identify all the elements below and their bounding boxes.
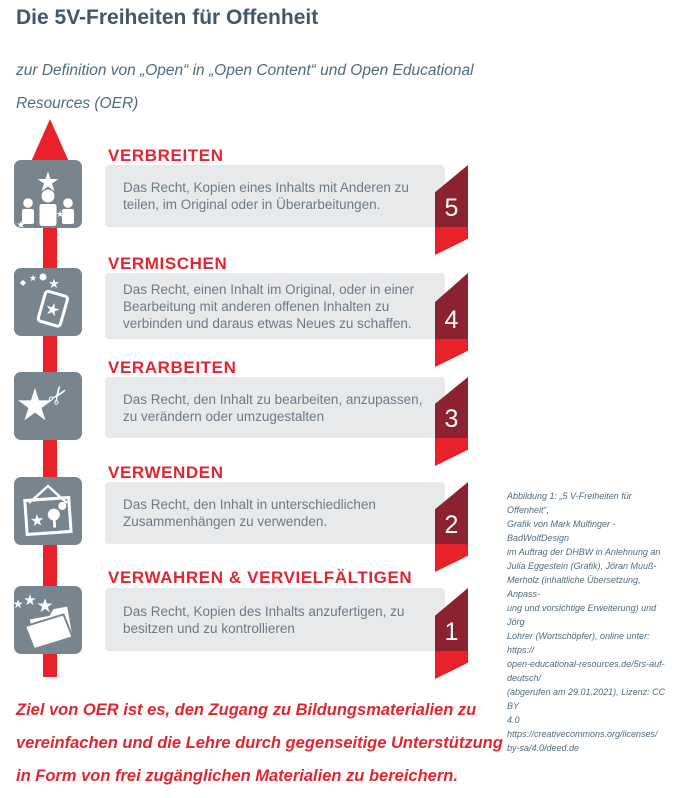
section-textbox: Das Recht, den Inhalt in unterschiedlich… [105, 482, 445, 544]
ribbon-tail [435, 651, 468, 679]
svg-text:★: ★ [29, 274, 37, 284]
section-heading: VERARBEITEN [108, 358, 237, 377]
section-heading: VERWAHREN & VERVIELFÄLTIGEN [108, 568, 413, 587]
ribbon-number: 4 [444, 306, 459, 334]
svg-text:◆: ◆ [20, 278, 27, 287]
svg-text:★: ★ [48, 277, 60, 292]
star-scissors-icon: ★ ✂ [14, 372, 82, 440]
section-text: Das Recht, den Inhalt in unterschiedlich… [123, 497, 376, 529]
page-title: Die 5V-Freiheiten für Offenheit [16, 6, 319, 29]
section-text: Das Recht, einen Inhalt im Original, ode… [123, 281, 415, 331]
svg-text:★: ★ [23, 591, 36, 609]
ribbon-number: 2 [444, 511, 459, 539]
svg-text:★: ★ [56, 210, 64, 220]
picture-frame-icon: ★ [14, 477, 82, 545]
section-verbreiten: ★ ★ ★ VERBREITEN Das Recht, Kopien eines… [0, 146, 673, 286]
section-heading: VERBREITEN [108, 146, 224, 165]
section-verwenden: ★ VERWENDEN Das Recht, den Inhalt in unt… [0, 463, 673, 603]
section-heading: VERWENDEN [108, 463, 224, 482]
section-heading: VERMISCHEN [108, 254, 228, 273]
section-text: Das Recht, Kopien des Inhalts anzufertig… [123, 603, 405, 636]
footer-text: Ziel von OER ist es, den Zugang zu Bildu… [16, 701, 503, 785]
svg-text:★: ★ [29, 510, 45, 530]
ribbon-number: 5 [444, 194, 459, 222]
people-sharing-icon: ★ ★ ★ [14, 160, 82, 231]
ribbon-number: 1 [444, 618, 459, 646]
section-text: Das Recht, Kopien eines Inhalts mit Ande… [123, 180, 409, 212]
remix-document-icon: ★ ◆ ★ ★ [14, 268, 82, 336]
ribbon-tail [435, 438, 468, 466]
ribbon-number: 3 [444, 405, 459, 433]
svg-text:★: ★ [36, 595, 53, 617]
section-textbox: Das Recht, Kopien eines Inhalts mit Ande… [105, 165, 445, 227]
section-textbox: Das Recht, den Inhalt zu bearbeiten, anz… [105, 377, 445, 438]
ribbon-tail [435, 227, 468, 255]
section-verwahren: ★ ★ ★ VERWAHREN & VERVIELFÄLTIGEN Das Re… [0, 568, 673, 708]
svg-text:★: ★ [17, 220, 26, 231]
section-vermischen: ★ ◆ ★ ★ VERMISCHEN Das Recht, einen Inha… [0, 254, 673, 394]
svg-text:★: ★ [42, 298, 62, 321]
section-textbox: Das Recht, einen Inhalt im Original, ode… [105, 273, 445, 339]
figure-caption: Abbildung 1: „5 V-Freiheiten für Offenhe… [507, 491, 666, 753]
section-text: Das Recht, den Inhalt zu bearbeiten, anz… [123, 391, 423, 424]
folder-stars-icon: ★ ★ ★ [13, 586, 82, 654]
svg-text:★: ★ [13, 597, 24, 611]
section-textbox: Das Recht, Kopien des Inhalts anzufertig… [105, 588, 445, 651]
section-verarbeiten: ★ ✂ VERARBEITEN Das Recht, den Inhalt zu… [0, 358, 673, 498]
svg-text:★: ★ [15, 380, 54, 431]
subtitle: zur Definition von „Open“ in „Open Conte… [16, 62, 474, 112]
